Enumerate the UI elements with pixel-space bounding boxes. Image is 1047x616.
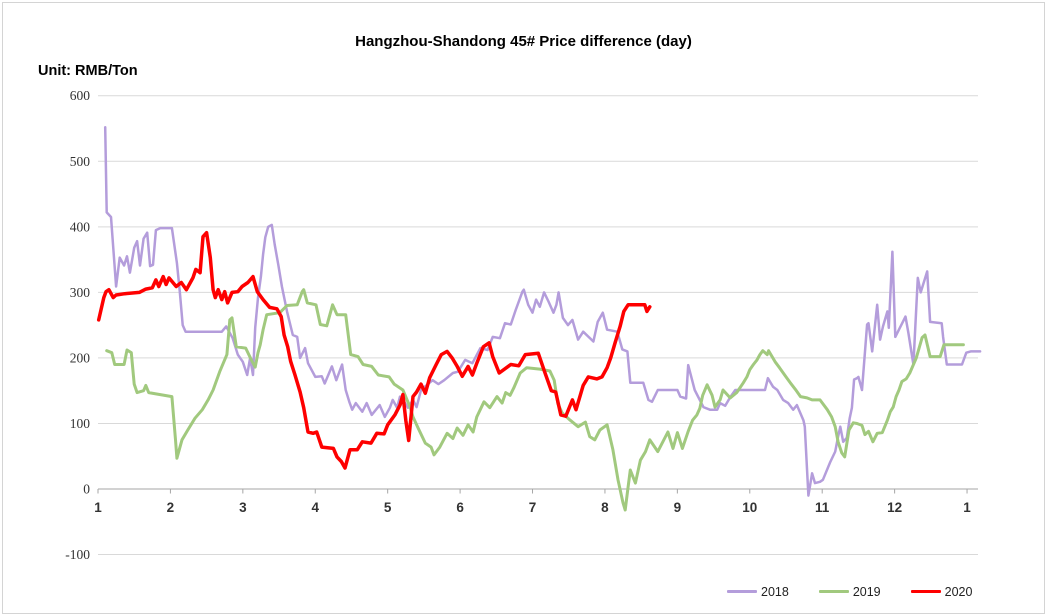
legend-item-2018: 2018 [727,585,789,599]
legend-label-2019: 2019 [852,584,881,599]
series-line-2019 [105,288,965,512]
legend-swatch-2018 [727,590,757,593]
x-axis-label: 1 [963,500,971,515]
y-axis-label: 600 [70,88,91,103]
x-axis-label: 11 [815,500,830,515]
legend-swatch-2019 [818,590,849,593]
legend-label-2018: 2018 [761,584,789,599]
x-axis-label: 9 [674,500,682,515]
legend-item-2020: 2020 [910,584,973,599]
x-axis-label: 4 [312,500,320,515]
x-axis-label: 8 [601,500,609,515]
legend-label-2020: 2020 [944,584,973,599]
x-axis-label: 3 [239,500,247,515]
x-axis-label: 7 [529,500,537,515]
y-axis-label: -100 [65,547,90,562]
x-axis-label: 6 [456,500,464,515]
x-axis-label: 2 [167,500,175,515]
chart-title: Hangzhou-Shandong 45# Price difference (… [355,33,692,50]
series-line-2018 [103,125,982,497]
y-axis-label: 300 [70,285,91,300]
x-axis-label: 12 [887,500,902,515]
y-axis-label: 400 [70,219,91,234]
y-axis-label: 500 [70,154,91,169]
legend-item-2019: 2019 [818,584,881,599]
x-axis-label: 10 [742,500,757,515]
legend-swatch-2020 [910,589,941,594]
x-axis-label: 1 [94,500,102,515]
x-axis-label: 5 [384,500,392,515]
y-axis-label: 200 [70,350,91,365]
series-line-2020 [96,230,652,470]
legend: 2018 2019 2020 [727,584,972,599]
unit-label: Unit: RMB/Ton [38,63,138,79]
y-axis-label: 0 [83,482,90,497]
y-axis-label: 100 [70,416,91,431]
